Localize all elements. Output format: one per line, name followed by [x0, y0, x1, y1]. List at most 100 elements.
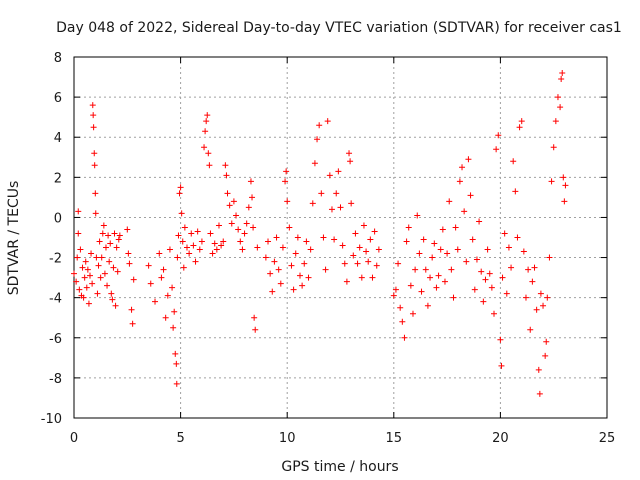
data-point [269, 288, 276, 295]
data-point [181, 224, 188, 231]
data-point [456, 178, 463, 185]
data-point [360, 222, 367, 229]
data-point [375, 246, 382, 253]
data-point [369, 274, 376, 281]
data-point [243, 220, 250, 227]
data-point [262, 254, 269, 261]
data-point [514, 234, 521, 241]
data-point [531, 264, 538, 271]
data-point [324, 118, 331, 125]
data-point [175, 232, 182, 239]
data-point [341, 260, 348, 267]
data-point [228, 220, 235, 227]
data-point [188, 230, 195, 237]
data-point [294, 234, 301, 241]
data-point [170, 324, 177, 331]
data-point [254, 244, 261, 251]
data-point [395, 260, 402, 267]
y-tick-label: 6 [54, 91, 62, 106]
data-point [80, 294, 87, 301]
data-point [441, 278, 448, 285]
data-point [245, 204, 252, 211]
data-point [110, 264, 117, 271]
data-point [180, 264, 187, 271]
data-point [222, 162, 229, 169]
data-point [224, 190, 231, 197]
data-point [79, 264, 86, 271]
data-point [437, 246, 444, 253]
x-axis-label: GPS time / hours [281, 459, 398, 475]
data-point [100, 222, 107, 229]
data-point [307, 246, 314, 253]
data-point [498, 362, 505, 369]
data-point [284, 198, 291, 205]
data-point [343, 278, 350, 285]
data-point [81, 274, 88, 281]
y-tick-label: -8 [49, 372, 62, 387]
y-tick-label: -6 [49, 332, 62, 347]
data-point [77, 246, 84, 253]
data-point [512, 188, 519, 195]
data-point [444, 250, 451, 257]
data-point [510, 158, 517, 165]
data-point [239, 246, 246, 253]
data-point [552, 118, 559, 125]
data-point [371, 228, 378, 235]
chart-title: Day 048 of 2022, Sidereal Day-to-day VTE… [56, 20, 622, 36]
data-point [130, 276, 137, 283]
data-point [108, 290, 115, 297]
data-point [283, 168, 290, 175]
data-point [164, 292, 171, 299]
data-point [186, 250, 193, 257]
data-point [429, 254, 436, 261]
data-point [543, 338, 550, 345]
data-point [537, 290, 544, 297]
data-point [516, 124, 523, 131]
data-point [290, 286, 297, 293]
data-point [331, 236, 338, 243]
data-point [433, 284, 440, 291]
data-point [542, 352, 549, 359]
y-axis-label: SDTVAR / TECUs [6, 181, 22, 296]
data-point [204, 112, 211, 119]
data-point [459, 164, 466, 171]
data-point [196, 246, 203, 253]
data-point [247, 178, 254, 185]
data-point [169, 284, 176, 291]
data-point [401, 334, 408, 341]
data-point [465, 156, 472, 163]
data-point [92, 190, 99, 197]
data-point [277, 280, 284, 287]
data-point [356, 244, 363, 251]
data-point [209, 250, 216, 257]
data-point [409, 310, 416, 317]
data-point [237, 238, 244, 245]
x-tick-label: 0 [70, 431, 78, 446]
data-point [158, 274, 165, 281]
data-point [114, 268, 121, 275]
data-point [178, 210, 185, 217]
data-point [482, 276, 489, 283]
data-point [85, 300, 92, 307]
data-point [363, 248, 370, 255]
y-tick-label: 4 [54, 131, 62, 146]
data-point [113, 244, 120, 251]
data-point [491, 310, 498, 317]
data-points [71, 70, 569, 397]
data-point [544, 294, 551, 301]
data-point [147, 280, 154, 287]
data-point [75, 230, 82, 237]
data-point [476, 218, 483, 225]
y-tick-label: -10 [41, 412, 62, 427]
data-point [454, 246, 461, 253]
data-point [104, 282, 111, 289]
y-tick-label: 2 [54, 171, 62, 186]
data-point [546, 254, 553, 261]
plot-frame [73, 56, 608, 419]
data-point [414, 212, 421, 219]
data-point [322, 266, 329, 273]
data-point [435, 272, 442, 279]
data-point [211, 240, 218, 247]
data-point [424, 302, 431, 309]
